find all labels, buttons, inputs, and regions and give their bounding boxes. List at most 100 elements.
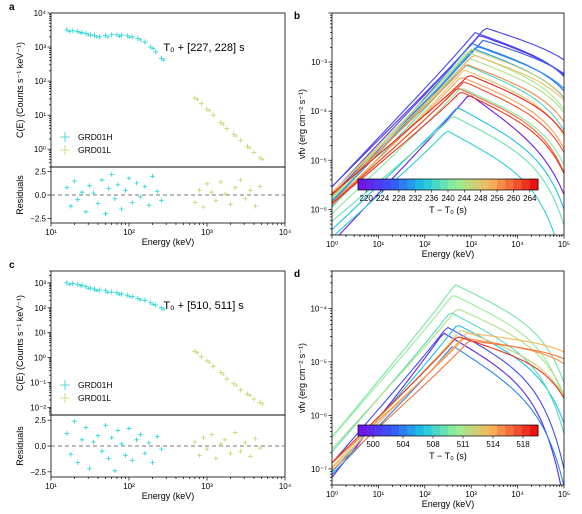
colorbar-tick-label: 232 [409, 194, 423, 203]
colorbar-tick-label: 500 [366, 440, 380, 449]
residual-point-grd01h [72, 418, 77, 424]
colorbar-label: T − T₀ (s) [429, 205, 467, 215]
colorbar-segment [456, 179, 465, 190]
data-point-grd01h [109, 289, 115, 295]
residual-point-grd01h [95, 433, 101, 438]
residual-point-grd01h [150, 460, 155, 465]
x-axis-label: Energy (keV) [142, 491, 195, 501]
x-tick-label: 10⁴ [279, 228, 292, 237]
colorbar-segment [448, 425, 457, 436]
data-point-grd01l [207, 360, 212, 365]
colorbar-segment [358, 425, 367, 436]
residual-point-grd01h [138, 432, 143, 437]
residual-point-grd01h [75, 460, 81, 465]
residual-point-grd01h [91, 190, 96, 196]
residual-point-grd01h [72, 178, 77, 184]
residual-tick-label: −2.5 [30, 468, 46, 477]
data-point-grd01l [244, 391, 251, 397]
residual-point-grd01h [123, 453, 128, 458]
residual-tick-label: 0.0 [35, 442, 47, 451]
legend-label: GRD01L [78, 393, 111, 403]
model-curves [332, 284, 564, 485]
colorbar-segment [431, 425, 441, 436]
residual-point-grd01h [95, 201, 101, 206]
legend-marker [60, 145, 70, 155]
colorbar-tick-label: 508 [426, 440, 440, 449]
data-point-grd01h [158, 305, 164, 311]
data-point-grd01h [129, 34, 135, 40]
data-point-grd01l [251, 149, 257, 156]
model-curve [332, 81, 564, 204]
x-axis-label: Energy (keV) [142, 237, 195, 247]
data-point-grd01l [192, 348, 198, 354]
residual-point-grd01l [222, 191, 228, 197]
data-point-grd01l [234, 134, 239, 138]
colorbar-segment [431, 179, 441, 190]
colorbar-segment [529, 425, 539, 436]
residual-point-grd01l [257, 184, 263, 189]
residual-point-grd01l [204, 446, 210, 452]
data-point-grd01l [257, 399, 263, 406]
colorbar-label: T − T₀ (s) [429, 451, 467, 461]
residual-point-grd01h [112, 468, 118, 474]
x-tick-label: 10⁰ [326, 240, 338, 249]
data-point-grd01h [129, 294, 135, 300]
data-point-grd01l [210, 363, 216, 369]
residual-point-grd01h [119, 441, 124, 447]
data-point-grd01h [91, 32, 97, 38]
residual-point-grd01l [204, 181, 210, 187]
model-curve [332, 107, 564, 231]
residual-point-grd01h [75, 197, 81, 202]
residual-point-grd01h [87, 183, 92, 188]
x-tick-label: 10⁴ [511, 490, 524, 499]
data-point-grd01h [67, 282, 72, 287]
colorbar-segment [366, 179, 375, 190]
model-curve [338, 95, 564, 235]
residual-point-grd01h [126, 426, 132, 431]
model-curve [332, 75, 564, 195]
residual-point-grd01h [103, 211, 108, 216]
colorbar-segment [464, 179, 474, 190]
data-point-grd01h [142, 297, 148, 303]
y-tick-label: 10⁰ [34, 145, 46, 154]
data-point-grd01l [195, 350, 200, 355]
data-point-grd01h [83, 284, 89, 290]
data-point-grd01h [135, 295, 141, 301]
residual-point-grd01l [253, 436, 258, 442]
model-curve [332, 295, 564, 438]
model-curve [332, 48, 564, 193]
residual-point-grd01h [99, 177, 105, 183]
residual-point-grd01h [154, 188, 160, 194]
residual-point-grd01h [138, 194, 143, 200]
colorbar-segment [398, 425, 408, 436]
residual-point-grd01l [192, 200, 198, 205]
data-point-grd01h [67, 29, 72, 34]
colorbar-segment [472, 425, 482, 436]
data-point-grd01h [153, 302, 159, 308]
colorbar-segment [488, 425, 498, 436]
model-curve [332, 308, 564, 450]
colorbar-tick-label: 514 [486, 440, 500, 449]
residual-point-grd01h [129, 200, 135, 205]
data-point-grd01l [195, 97, 200, 102]
data-point-grd01l [248, 393, 252, 398]
y-axis-label: C(E) (Counts s⁻¹ keV⁻¹) [15, 295, 25, 391]
residual-point-grd01h [106, 456, 112, 461]
residual-axis-label: Residuals [15, 175, 25, 215]
residual-point-grd01h [159, 446, 164, 452]
x-tick-label: 10³ [465, 490, 477, 499]
model-curve [332, 27, 564, 194]
y-tick-label: 10⁻⁵ [311, 358, 327, 367]
data-point-grd01h [151, 302, 156, 307]
data-point-grd01h [109, 32, 115, 38]
x-tick-label: 10² [419, 490, 431, 499]
colorbar-tick-label: 260 [507, 194, 521, 203]
residual-point-grd01h [68, 451, 74, 457]
residual-point-grd01l [213, 456, 219, 461]
data-point-grd01h [102, 32, 109, 38]
x-tick-label: 10² [123, 482, 135, 491]
colorbar-segment [521, 179, 531, 190]
data-point-grd01l [231, 131, 237, 138]
residual-point-grd01h [106, 186, 112, 191]
x-tick-label: 10⁵ [558, 490, 570, 499]
